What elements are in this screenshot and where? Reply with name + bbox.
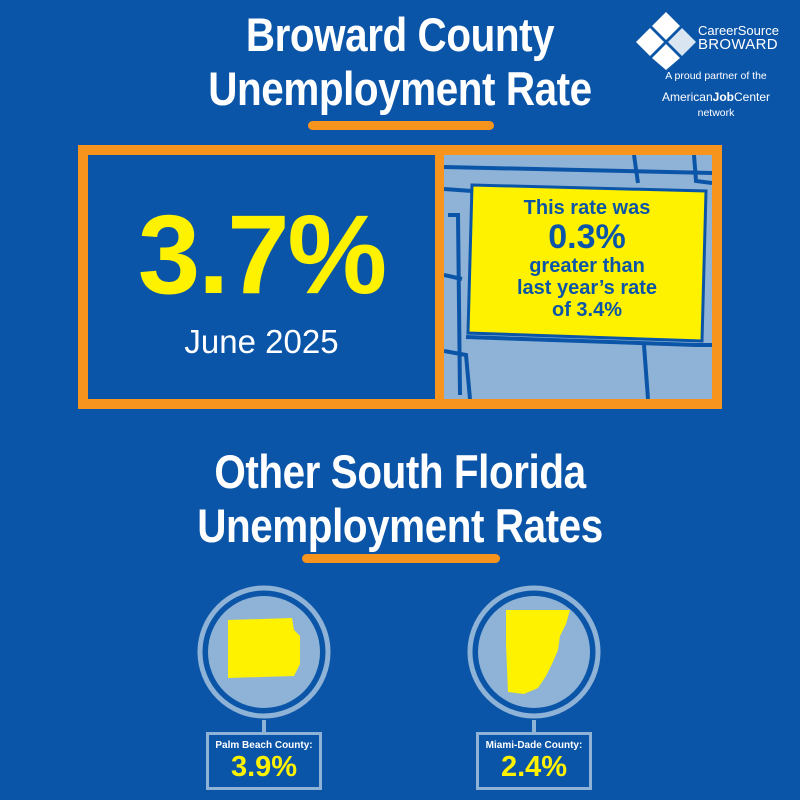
county-map-icon (444, 155, 712, 399)
callout-line-5: of 3.4% (551, 299, 623, 321)
connector-stem (532, 720, 536, 734)
section-title-line-2: Unemployment Rates (197, 499, 603, 552)
callout-change: 0.3% (548, 218, 626, 256)
careersource-logo: CareerSource BROWARD A proud partner of … (636, 10, 796, 130)
county-name: Palm Beach County: (215, 740, 313, 751)
county-rate: 2.4% (500, 751, 568, 783)
county-name: Miami-Dade County: (485, 740, 583, 751)
rate-box: 3.7% June 2025 (88, 155, 435, 399)
logo-name-line-1: CareerSource (698, 23, 779, 38)
logo-name-line-2: BROWARD (698, 36, 778, 53)
rate-period: June 2025 (184, 323, 339, 360)
section-title: Other South Florida Unemployment Rates (56, 445, 744, 553)
ajc-suffix: Center (734, 90, 771, 104)
american-job-center-logo: AmericanJobCenter (636, 90, 796, 104)
broward-rate-panel: 3.7% June 2025 This rate was 0.3% greate… (78, 145, 722, 409)
title-line-2: Unemployment Rate (208, 62, 592, 115)
section-title-line-1: Other South Florida (214, 445, 586, 498)
palm-beach-label: Palm Beach County: 3.9% (206, 732, 322, 790)
page-title: Broward County Unemployment Rate (56, 8, 744, 116)
ajc-bold: Job (712, 90, 734, 104)
network-text: network (697, 107, 735, 119)
county-rate: 3.9% (230, 751, 298, 783)
callout-line-3: greater than (529, 255, 645, 277)
logo-name: CareerSource BROWARD (698, 23, 779, 53)
broward-rate: 3.7% (137, 192, 387, 317)
callout-line-1: This rate was (523, 197, 651, 219)
title-line-1: Broward County (245, 8, 555, 61)
section-underline (302, 554, 500, 563)
miami-dade-county-map-icon (467, 585, 601, 719)
careersource-logo-mark-icon (636, 12, 696, 70)
ajc-prefix: American (661, 90, 713, 104)
partner-text: A proud partner of the (665, 70, 767, 82)
rate-change-callout: This rate was 0.3% greater than last yea… (472, 183, 702, 343)
miami-dade-label: Miami-Dade County: 2.4% (476, 732, 592, 790)
title-underline (308, 121, 494, 130)
palm-beach-county-map-icon (197, 585, 331, 719)
broward-map-callout: This rate was 0.3% greater than last yea… (444, 155, 712, 399)
callout-line-4: last year’s rate (516, 277, 658, 299)
connector-stem (262, 720, 266, 734)
